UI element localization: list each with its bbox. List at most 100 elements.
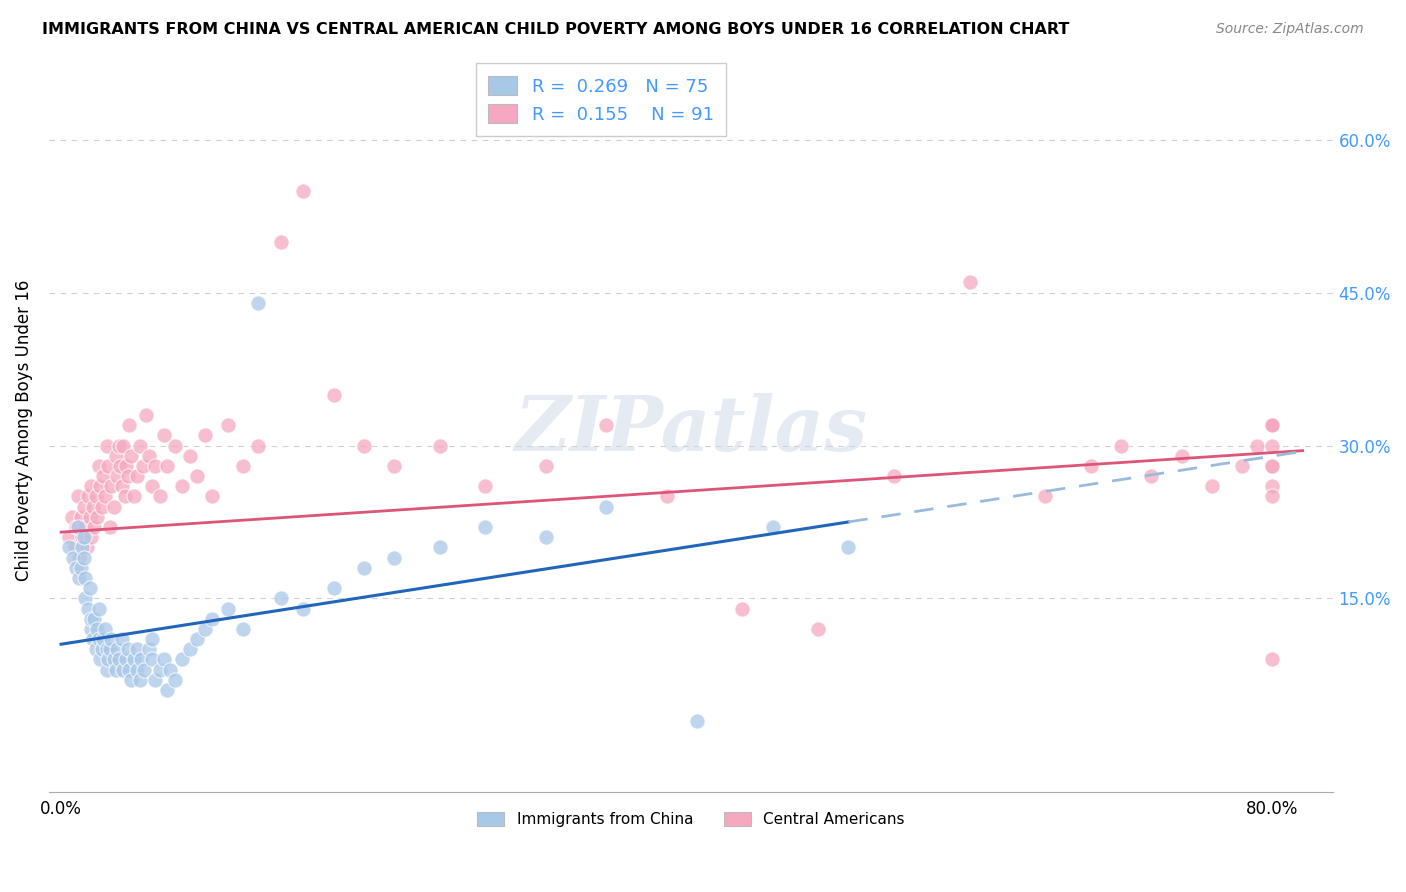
Point xyxy=(98,642,121,657)
Point xyxy=(60,509,83,524)
Point xyxy=(1261,652,1284,666)
Point xyxy=(138,449,160,463)
Point xyxy=(77,490,100,504)
Point xyxy=(77,601,100,615)
Point xyxy=(118,418,141,433)
Point xyxy=(69,561,91,575)
Point xyxy=(595,418,617,433)
Point xyxy=(141,479,163,493)
Point xyxy=(89,652,111,666)
Point xyxy=(429,438,451,452)
Point xyxy=(143,673,166,687)
Point xyxy=(156,458,179,473)
Point xyxy=(1170,449,1192,463)
Point xyxy=(104,663,127,677)
Point xyxy=(172,652,194,666)
Point xyxy=(73,530,96,544)
Point xyxy=(86,622,108,636)
Point xyxy=(148,490,170,504)
Point xyxy=(120,673,142,687)
Point xyxy=(156,683,179,698)
Point xyxy=(117,642,139,657)
Point xyxy=(97,652,120,666)
Point xyxy=(270,235,292,249)
Point xyxy=(112,438,135,452)
Point xyxy=(72,541,94,555)
Point xyxy=(94,622,117,636)
Point xyxy=(232,458,254,473)
Point xyxy=(100,632,122,647)
Point xyxy=(83,520,105,534)
Point xyxy=(97,458,120,473)
Point xyxy=(105,642,128,657)
Point xyxy=(655,490,678,504)
Point xyxy=(105,469,128,483)
Point xyxy=(128,438,150,452)
Point xyxy=(731,601,754,615)
Point xyxy=(534,530,557,544)
Point xyxy=(66,490,89,504)
Point xyxy=(217,601,239,615)
Point xyxy=(153,652,176,666)
Point xyxy=(112,663,135,677)
Point xyxy=(128,673,150,687)
Point xyxy=(117,469,139,483)
Text: ZIPatlas: ZIPatlas xyxy=(515,393,868,467)
Point xyxy=(115,652,138,666)
Point xyxy=(76,541,98,555)
Point xyxy=(429,541,451,555)
Point xyxy=(107,438,129,452)
Point xyxy=(86,509,108,524)
Point xyxy=(118,663,141,677)
Point xyxy=(83,612,105,626)
Point xyxy=(1261,418,1284,433)
Point xyxy=(73,500,96,514)
Point xyxy=(153,428,176,442)
Point xyxy=(122,652,145,666)
Point xyxy=(353,438,375,452)
Point xyxy=(111,479,134,493)
Point xyxy=(63,541,86,555)
Point xyxy=(474,479,496,493)
Point xyxy=(1261,479,1284,493)
Point xyxy=(159,663,181,677)
Point xyxy=(474,520,496,534)
Point xyxy=(595,500,617,514)
Point xyxy=(58,541,80,555)
Point xyxy=(84,490,107,504)
Point xyxy=(134,663,156,677)
Point xyxy=(163,673,186,687)
Point xyxy=(103,500,125,514)
Point xyxy=(79,509,101,524)
Point xyxy=(125,642,148,657)
Legend: Immigrants from China, Central Americans: Immigrants from China, Central Americans xyxy=(470,805,912,835)
Point xyxy=(186,632,208,647)
Point xyxy=(120,449,142,463)
Point xyxy=(837,541,859,555)
Point xyxy=(686,714,709,728)
Point xyxy=(201,490,224,504)
Point xyxy=(114,490,136,504)
Point xyxy=(353,561,375,575)
Text: Source: ZipAtlas.com: Source: ZipAtlas.com xyxy=(1216,22,1364,37)
Point xyxy=(186,469,208,483)
Point xyxy=(232,622,254,636)
Point xyxy=(67,571,90,585)
Point xyxy=(75,591,97,606)
Point xyxy=(1109,438,1132,452)
Point xyxy=(132,458,155,473)
Point xyxy=(125,663,148,677)
Point xyxy=(62,550,84,565)
Point xyxy=(141,652,163,666)
Point xyxy=(98,520,121,534)
Text: IMMIGRANTS FROM CHINA VS CENTRAL AMERICAN CHILD POVERTY AMONG BOYS UNDER 16 CORR: IMMIGRANTS FROM CHINA VS CENTRAL AMERICA… xyxy=(42,22,1070,37)
Point xyxy=(172,479,194,493)
Point xyxy=(194,622,217,636)
Point xyxy=(201,612,224,626)
Point xyxy=(91,500,114,514)
Point xyxy=(382,458,405,473)
Point xyxy=(94,490,117,504)
Point xyxy=(1080,458,1102,473)
Point xyxy=(1230,458,1253,473)
Point xyxy=(141,632,163,647)
